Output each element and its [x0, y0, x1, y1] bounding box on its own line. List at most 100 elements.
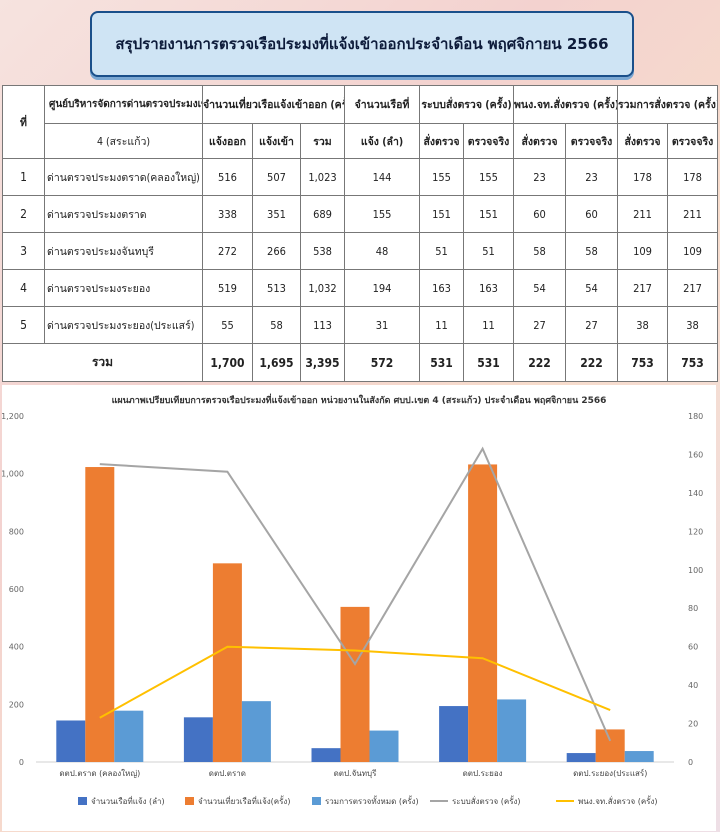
row-sum-order: 217 — [617, 269, 669, 307]
row-boats: 155 — [344, 195, 421, 233]
legend-swatch — [78, 797, 87, 805]
row-out: 338 — [202, 195, 253, 233]
table-row: 1 ด่านตรวจประมงตราด(คลองใหญ่) 516 507 1,… — [2, 158, 719, 196]
bar — [56, 720, 86, 762]
y-right-tick-label: 80 — [688, 604, 698, 613]
row-in: 351 — [252, 195, 301, 233]
row-in: 58 — [252, 306, 301, 344]
row-off-order: 60 — [513, 195, 567, 233]
row-sys-order: 155 — [419, 158, 465, 196]
y-right-tick-label: 160 — [688, 450, 703, 459]
row-no: 1 — [2, 158, 45, 196]
total-boats: 572 — [344, 343, 421, 382]
table-row: 4 ด่านตรวจประมงระยอง 519 513 1,032 194 1… — [2, 269, 719, 307]
total-in: 1,695 — [252, 343, 301, 382]
row-boats: 31 — [344, 306, 421, 344]
row-name: ด่านตรวจประมงจันทบุรี — [44, 232, 203, 270]
row-no: 5 — [2, 306, 45, 344]
total-sum-actual: 753 — [667, 343, 719, 382]
y-right-tick-label: 140 — [688, 489, 703, 498]
row-total: 538 — [299, 232, 346, 270]
table-subheader-row: 4 (สระแก้ว) แจ้งออก แจ้งเข้า รวม แจ้ง (ล… — [3, 123, 719, 159]
header-sum-order: สั่งตรวจ — [617, 123, 669, 159]
bar — [369, 730, 399, 762]
row-off-actual: 27 — [565, 306, 619, 344]
total-out: 1,700 — [202, 343, 253, 382]
row-name: ด่านตรวจประมงตราด — [44, 195, 203, 233]
total-sys-order: 531 — [419, 343, 465, 382]
header-center: ศูนย์บริหารจัดการด่านตรวจประมงเขต — [44, 85, 203, 124]
row-sys-actual: 51 — [463, 232, 515, 270]
header-trips-total: รวม — [299, 123, 346, 159]
row-boats: 48 — [344, 232, 421, 270]
header-trips-in: แจ้งเข้า — [252, 123, 301, 159]
y-right-tick-label: 120 — [688, 527, 703, 536]
row-sys-order: 151 — [419, 195, 465, 233]
header-boats-2: แจ้ง (ลำ) — [344, 123, 421, 159]
y-left-tick-label: 800 — [9, 527, 24, 536]
row-sum-actual: 217 — [667, 269, 719, 307]
y-right-tick-label: 100 — [688, 566, 703, 575]
bar — [624, 751, 654, 762]
row-off-actual: 54 — [565, 269, 619, 307]
bar — [595, 729, 625, 762]
row-total: 113 — [299, 306, 346, 344]
summary-table: ที่ ศูนย์บริหารจัดการด่านตรวจประมงเขต จำ… — [2, 85, 719, 382]
total-sys-actual: 531 — [463, 343, 515, 382]
table-row: 5 ด่านตรวจประมงระยอง(ประแสร์) 55 58 113 … — [2, 306, 719, 344]
row-boats: 194 — [344, 269, 421, 307]
bar — [212, 563, 242, 762]
series-line — [99, 645, 611, 719]
y-left-tick-label: 1,200 — [2, 412, 24, 421]
row-off-order: 27 — [513, 306, 567, 344]
legend-label: ระบบสั่งตรวจ (ครั้ง) — [452, 795, 521, 806]
legend-label: พนง.จท.สั่งตรวจ (ครั้ง) — [578, 795, 658, 806]
row-out: 272 — [202, 232, 253, 270]
row-sum-actual: 211 — [667, 195, 719, 233]
x-tick-label: ดตป.ระยอง(ประแสร์) — [573, 768, 647, 778]
bar — [340, 606, 370, 762]
total-off-order: 222 — [513, 343, 567, 382]
header-officer: พนง.จท.สั่งตรวจ (ครั้ง) — [513, 85, 619, 124]
row-boats: 144 — [344, 158, 421, 196]
row-no: 3 — [2, 232, 45, 270]
row-off-order: 23 — [513, 158, 567, 196]
bar — [439, 706, 469, 762]
legend-swatch — [312, 797, 321, 805]
row-sum-order: 178 — [617, 158, 669, 196]
row-sys-actual: 11 — [463, 306, 515, 344]
combo-chart: 0 200 400 600 800 1,000 1,200 0 20 40 60 80 100 120 14… — [2, 412, 703, 806]
x-tick-label: ดตป.ตราด — [209, 769, 246, 778]
header-trips: จำนวนเที่ยวเรือแจ้งเข้าออก (ครั้ง) — [201, 85, 346, 124]
legend-swatch — [185, 797, 194, 805]
y-right-tick-label: 0 — [688, 758, 693, 767]
header-off-actual: ตรวจจริง — [565, 123, 619, 159]
total-off-actual: 222 — [565, 343, 619, 382]
row-off-actual: 60 — [565, 195, 619, 233]
legend-label: รวมการตรวจทั้งหมด (ครั้ง) — [325, 795, 419, 806]
row-in: 266 — [252, 232, 301, 270]
row-off-actual: 23 — [565, 158, 619, 196]
row-sum-actual: 109 — [667, 232, 719, 270]
header-boats: จำนวนเรือที่ — [344, 85, 421, 124]
header-sys-order: สั่งตรวจ — [419, 123, 465, 159]
row-total: 689 — [299, 195, 346, 233]
y-left-tick-label: 600 — [9, 585, 24, 594]
legend-label: จำนวนเรือที่แจ้ง (ลำ) — [91, 795, 165, 806]
y-left-tick-label: 1,000 — [2, 470, 24, 479]
y-right-tick-label: 40 — [688, 681, 698, 690]
y-left-tick-label: 0 — [19, 758, 24, 767]
row-sys-order: 51 — [419, 232, 465, 270]
row-sum-order: 109 — [617, 232, 669, 270]
row-no: 2 — [2, 195, 45, 233]
table-total-row: รวม 1,700 1,695 3,395 572 531 531 222 22… — [2, 343, 719, 382]
row-out: 516 — [202, 158, 253, 196]
row-out: 55 — [202, 306, 253, 344]
total-sum-order: 753 — [617, 343, 669, 382]
row-in: 513 — [252, 269, 301, 307]
row-sum-order: 38 — [617, 306, 669, 344]
x-tick-label: ดตป.ระยอง — [463, 769, 503, 778]
bar — [183, 717, 213, 762]
row-off-order: 58 — [513, 232, 567, 270]
bar — [497, 699, 527, 762]
